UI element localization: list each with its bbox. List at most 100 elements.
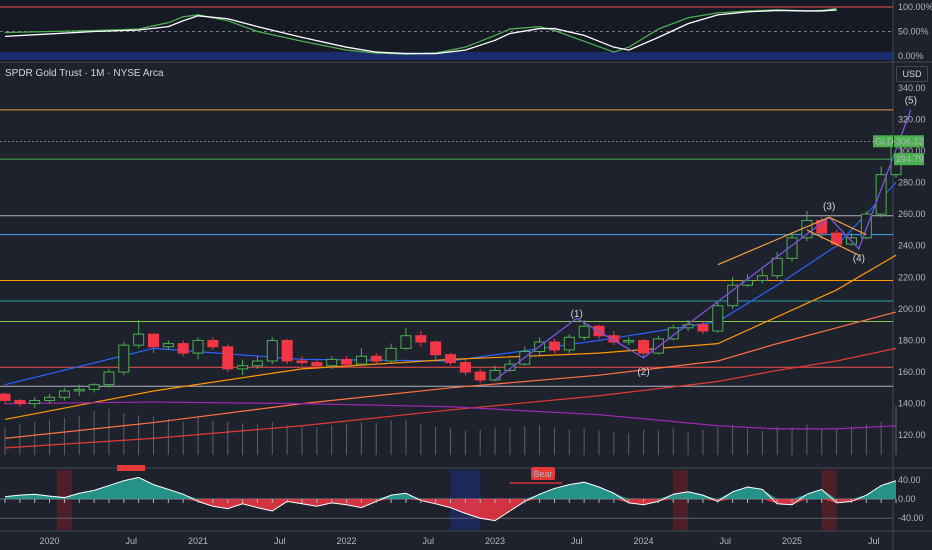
time-tick-label: Jul [868,536,880,546]
candle-body [251,360,263,367]
wave-label: (4) [853,254,865,265]
momentum-tick-label: 40.00 [898,475,921,485]
candle-body [727,284,739,307]
candle-body [504,363,516,371]
candle-body [207,339,219,348]
momentum-negative-area [5,499,896,521]
signal-marker [117,465,145,471]
candle-body [73,388,85,392]
candle-body [430,341,442,356]
time-tick-label: 2024 [634,536,654,546]
time-tick-label: Jul [719,536,731,546]
candle-body [489,369,501,381]
candle-body [88,384,100,390]
candle-body [355,355,367,365]
last-price-label: 306.12 [896,136,924,146]
moving-average-line [4,254,897,421]
price-tick-label: 320.00 [898,114,926,124]
bear-signal-badge [531,467,555,480]
candle-body [801,219,813,239]
candle-body [296,360,308,364]
oscillator-series-line [4,7,837,55]
candle-body [786,237,798,259]
candle-body [578,325,590,338]
candle-body [29,399,41,405]
candle-body [162,343,174,348]
signal-zone [673,470,689,530]
moving-average-line [4,347,897,449]
time-tick-label: Jul [422,536,434,546]
momentum-tick-label: -40.00 [898,513,924,523]
ticker-tag [873,135,893,148]
time-tick-label: 2022 [337,536,357,546]
candle-body [14,399,26,405]
wave-label: (5) [905,96,917,107]
moving-average-line [4,401,897,430]
oscillator-tick-label: 0.00% [898,51,924,61]
candle-body [548,341,560,351]
time-tick-label: Jul [571,536,583,546]
price-tick-label: 280.00 [898,178,926,188]
price-tick-label: 120.00 [898,430,926,440]
oscillator-tick-label: 100.00% [898,2,932,12]
oscillator-tick-label: 50.00% [898,27,929,37]
price-tick-label: 160.00 [898,367,926,377]
price-tick-label: 220.00 [898,272,926,282]
price-tick-label: 180.00 [898,335,926,345]
candle-body [266,339,278,362]
candle-body [44,396,56,401]
candle-body [148,333,159,348]
candle-body [445,354,456,364]
candle-body [860,213,872,239]
candle-body [370,355,382,362]
candle-body [237,365,249,370]
momentum-positive-area [5,477,896,499]
candle-body [400,335,412,349]
currency-button[interactable]: USD [896,66,928,82]
candle-body [133,333,145,346]
chart-title: SPDR Gold Trust · 1M · NYSE Arca [5,68,164,79]
time-tick-label: 2021 [188,536,208,546]
candle-body [563,336,575,351]
price-tick-label: 240.00 [898,241,926,251]
candle-body [623,339,635,343]
price-tick-label: 300.00 [898,146,926,156]
candle-body [697,324,709,332]
oscillator-series-line [4,9,837,55]
candle-body [459,362,471,373]
momentum-line [4,476,897,522]
price-tick-label: 340.00 [898,83,926,93]
time-tick-label: Jul [274,536,286,546]
candle-body [385,347,397,362]
time-tick-label: 2020 [40,536,60,546]
price-tick-label: 200.00 [898,304,926,314]
wave-label: (1) [571,309,583,320]
wedge-line [717,216,867,266]
candle-body [103,371,115,386]
candle-body [326,358,338,367]
candle-body [756,275,768,281]
wave-label: (3) [823,201,835,212]
candle-body [415,335,427,343]
candle-body [222,346,234,370]
momentum-tick-label: 0.00 [898,494,916,504]
price-tick-label: 260.00 [898,209,926,219]
candle-body [474,371,486,381]
wedge-line [806,229,860,256]
moving-average-line [4,311,897,439]
candle-body [771,257,783,277]
candle-body [0,393,11,401]
candle-body [638,339,650,354]
candle-body [311,362,323,367]
candle-body [281,339,293,362]
time-tick-label: 2025 [782,536,802,546]
level-price-label: 294.79 [896,154,924,164]
level-price-tag [894,153,924,166]
time-tick-label: Jul [125,536,137,546]
candle-body [177,343,189,354]
candle-body [875,174,887,215]
wave-label: (2) [637,367,649,378]
price-tick-label: 140.00 [898,399,926,409]
candle-body [58,390,70,398]
